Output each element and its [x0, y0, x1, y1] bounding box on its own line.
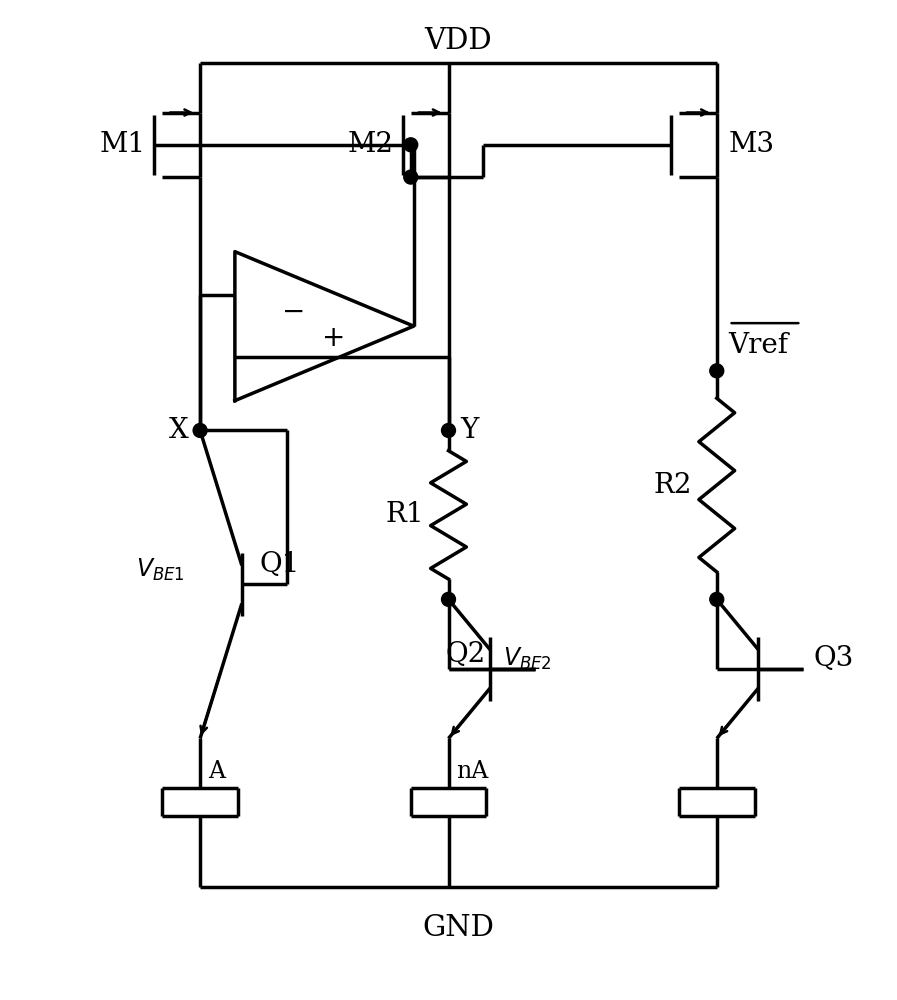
Circle shape: [441, 592, 456, 606]
Text: $-$: $-$: [282, 297, 304, 325]
Text: GND: GND: [422, 914, 494, 942]
Circle shape: [404, 170, 418, 184]
Text: Q3: Q3: [814, 645, 853, 672]
Text: X: X: [169, 417, 188, 444]
Text: R2: R2: [653, 472, 692, 499]
Circle shape: [710, 364, 724, 378]
Text: A: A: [208, 760, 225, 783]
Circle shape: [441, 423, 456, 437]
Text: M1: M1: [100, 131, 145, 158]
Text: M3: M3: [728, 131, 775, 158]
Text: M2: M2: [348, 131, 394, 158]
Text: R1: R1: [385, 501, 423, 528]
Text: nA: nA: [457, 760, 489, 783]
Text: Q2: Q2: [445, 641, 485, 668]
Text: Vref: Vref: [728, 332, 788, 359]
Circle shape: [710, 592, 724, 606]
Text: Y: Y: [460, 417, 479, 444]
Circle shape: [404, 138, 418, 152]
Text: $V_{BE2}$: $V_{BE2}$: [503, 646, 552, 672]
Text: $+$: $+$: [321, 324, 344, 352]
Text: VDD: VDD: [424, 27, 492, 55]
Text: Q1: Q1: [260, 551, 300, 578]
Circle shape: [193, 423, 207, 437]
Text: $V_{BE1}$: $V_{BE1}$: [136, 556, 185, 583]
